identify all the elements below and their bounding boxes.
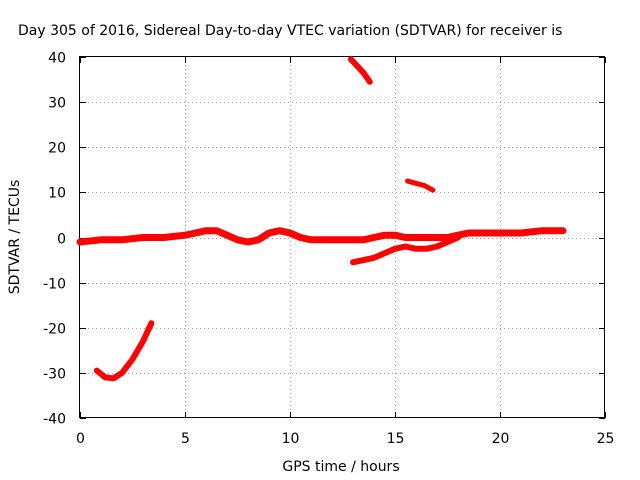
data-point <box>392 246 398 252</box>
data-point <box>140 338 146 344</box>
y-tick-label: 30 <box>48 96 66 112</box>
y-tick-label: 40 <box>48 51 66 67</box>
data-point <box>94 368 100 374</box>
data-point <box>348 56 354 62</box>
data-point <box>382 232 387 238</box>
data-point <box>560 228 566 234</box>
data-point <box>539 228 545 234</box>
y-tick-label: -20 <box>43 322 66 338</box>
data-point <box>430 187 436 193</box>
y-axis-label: SDTVAR / TECUs <box>7 180 23 295</box>
data-point <box>361 237 366 243</box>
y-tick-label: -10 <box>43 277 66 293</box>
y-tick-label: -30 <box>43 367 66 383</box>
data-point <box>298 235 303 240</box>
data-point <box>403 235 408 240</box>
data-point <box>277 228 282 234</box>
data-point <box>193 230 198 236</box>
series-line <box>405 178 436 193</box>
data-point <box>434 244 440 249</box>
x-tick-label: 5 <box>181 431 190 447</box>
data-point <box>354 63 360 69</box>
data-point <box>182 232 188 238</box>
x-tick-label: 25 <box>597 431 615 447</box>
data-point <box>466 230 471 236</box>
data-point <box>98 237 104 243</box>
data-point <box>413 235 419 240</box>
data-point <box>287 230 293 236</box>
data-point <box>424 246 429 252</box>
x-tick-label: 10 <box>282 431 300 447</box>
data-point <box>256 237 261 243</box>
data-point <box>235 237 240 243</box>
chart-title: Day 305 of 2016, Sidereal Day-to-day VTE… <box>18 23 562 39</box>
data-point <box>245 239 251 245</box>
data-point <box>319 237 324 243</box>
data-point <box>130 356 135 362</box>
data-point <box>455 235 461 240</box>
data-point <box>413 180 419 186</box>
data-point <box>434 235 440 240</box>
data-point <box>224 232 230 238</box>
data-point <box>119 370 125 376</box>
plot-frame <box>79 56 605 418</box>
data-point <box>308 237 314 243</box>
data-point <box>413 246 419 252</box>
data-point <box>350 259 356 265</box>
data-point <box>140 235 146 240</box>
data-point <box>266 230 272 236</box>
series-layer <box>76 56 567 382</box>
data-point <box>497 230 503 236</box>
data-point <box>361 257 366 263</box>
data-point <box>119 237 125 243</box>
x-tick-label: 15 <box>387 431 405 447</box>
data-point <box>405 178 411 184</box>
data-point <box>203 228 209 234</box>
data-point <box>367 79 373 85</box>
data-point <box>340 237 345 243</box>
data-point <box>102 374 108 380</box>
data-point <box>421 183 427 189</box>
series-line <box>347 56 373 85</box>
data-point <box>445 239 450 245</box>
data-point <box>214 228 219 234</box>
data-point <box>111 375 117 381</box>
x-tick-label: 20 <box>492 431 510 447</box>
data-point <box>403 244 408 249</box>
y-tick-label: 10 <box>48 186 66 202</box>
data-point <box>392 232 398 238</box>
x-tick-label: 0 <box>76 431 85 447</box>
data-point <box>161 235 167 240</box>
y-tick-label: 0 <box>57 232 66 248</box>
data-point <box>382 250 387 256</box>
data-point <box>476 230 482 236</box>
y-tick-label: 20 <box>48 141 66 157</box>
data-point <box>148 320 154 326</box>
data-point <box>350 237 356 243</box>
data-point <box>518 230 524 236</box>
y-tick-label: -40 <box>43 412 66 428</box>
ticks: 0 5 10 15 20 25 -40 -30 -20 -10 0 10 20 30 40 <box>43 51 614 448</box>
data-point <box>361 70 366 76</box>
data-point <box>371 235 377 240</box>
x-axis-label: GPS time / hours <box>282 459 399 475</box>
data-point <box>424 235 429 240</box>
data-point <box>77 239 83 245</box>
data-point <box>329 237 335 243</box>
data-point <box>371 255 377 261</box>
